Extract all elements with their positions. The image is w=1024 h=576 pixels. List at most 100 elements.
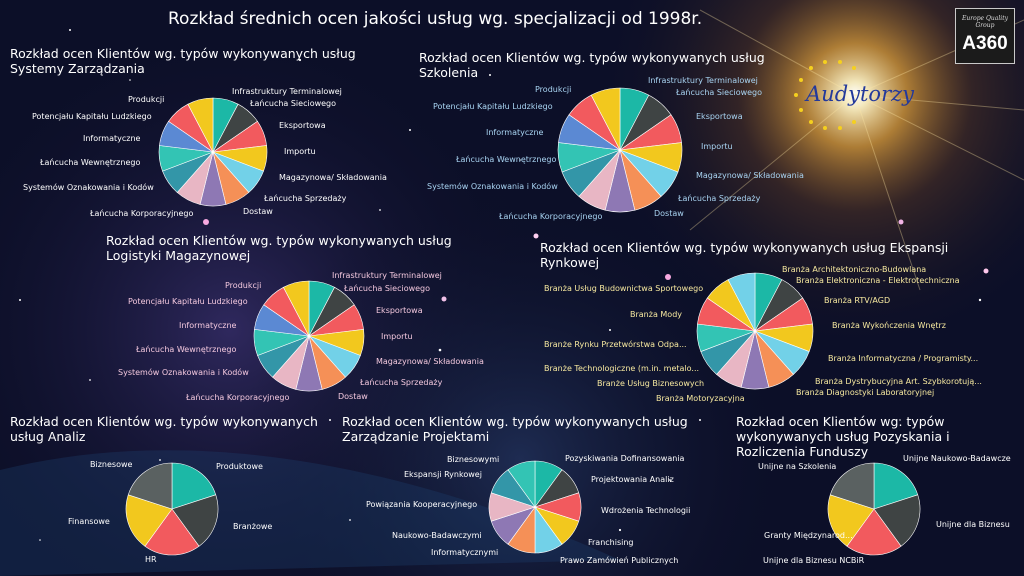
pie-slice bbox=[171, 494, 219, 547]
slice-label: Branża Informatyczna / Programisty... bbox=[828, 354, 979, 363]
slice-label: Importu bbox=[284, 147, 316, 156]
slice-label: Łańcucha Sieciowego bbox=[676, 88, 763, 97]
pie-slice bbox=[829, 462, 875, 510]
slice-label: Branża Dystrybucyjna Art. Szybkorotują..… bbox=[815, 377, 982, 386]
slice-label: Łańcucha Wewnętrznego bbox=[136, 345, 237, 354]
slice-label: Łańcucha Sprzedaży bbox=[264, 194, 347, 203]
slice-label: Informatycznymi bbox=[431, 548, 499, 557]
logo-small-text: Europe Quality Group bbox=[961, 15, 1009, 29]
pie-slice bbox=[873, 494, 921, 547]
slice-label: Potencjału Kapitału Ludzkiego bbox=[433, 102, 553, 111]
slice-label: Dostaw bbox=[654, 209, 684, 218]
slice-label: Produktowe bbox=[216, 462, 263, 471]
slice-label: Branża RTV/AGD bbox=[824, 296, 891, 305]
slice-label: Ekspansji Rynkowej bbox=[404, 470, 482, 479]
slice-label: Eksportowa bbox=[696, 112, 743, 121]
chart-title-fundusze: Rozkład ocen Klientów wg. typów wykonywa… bbox=[736, 414, 950, 459]
audytorzy-brand: Audytorzy bbox=[806, 82, 915, 106]
slice-label: Magazynowa/ Składowania bbox=[376, 357, 484, 366]
slice-label: Łańcucha Wewnętrznego bbox=[40, 158, 141, 167]
slice-label: Potencjału Kapitału Ludzkiego bbox=[128, 297, 248, 306]
logo-text: A360 bbox=[962, 33, 1008, 54]
pie-analiz bbox=[125, 462, 219, 556]
slice-label: Branża Usług Budownictwa Sportowego bbox=[544, 284, 704, 293]
chart-title-analiz: Rozkład ocen Klientów wg. typów wykonywa… bbox=[10, 414, 318, 444]
slice-label: Naukowo-Badawczymi bbox=[392, 531, 482, 540]
slice-label: Systemów Oznakowania i Kodów bbox=[118, 368, 249, 377]
slice-label: Dostaw bbox=[338, 392, 368, 401]
slice-label: Łańcucha Korporacyjnego bbox=[90, 209, 194, 218]
slice-label: Infrastruktury Terminalowej bbox=[332, 271, 442, 280]
slice-label: Eksportowa bbox=[376, 306, 423, 315]
slice-label: Biznesowe bbox=[90, 460, 133, 469]
slice-label: Branża Diagnostyki Laboratoryjnej bbox=[796, 388, 935, 397]
slice-label: Prawo Zamówień Publicznych bbox=[560, 556, 679, 565]
slice-label: Biznesowymi bbox=[447, 455, 500, 464]
slice-label: HR bbox=[145, 555, 157, 564]
slice-label: Importu bbox=[381, 332, 413, 341]
slice-label: Systemów Oznakowania i Kodów bbox=[427, 182, 558, 191]
pie-slice bbox=[187, 97, 214, 153]
pie-slice bbox=[144, 508, 200, 556]
pie-slice bbox=[846, 508, 902, 556]
slice-label: Łańcucha Wewnętrznego bbox=[456, 155, 557, 164]
slice-label: Produkcji bbox=[128, 95, 165, 104]
slice-label: Magazynowa/ Składowania bbox=[279, 173, 387, 182]
slice-label: Łańcucha Korporacyjnego bbox=[499, 212, 603, 221]
slice-label: Wdrożenia Technologii bbox=[601, 506, 691, 515]
slice-label: Eksportowa bbox=[279, 121, 326, 130]
slice-label: Branża Motoryzacyjna bbox=[656, 394, 745, 403]
slice-label: Potencjału Kapitału Ludzkiego bbox=[32, 112, 152, 121]
slice-label: Łańcucha Sprzedaży bbox=[678, 194, 761, 203]
slice-label: Informatyczne bbox=[179, 321, 237, 330]
pie-slice bbox=[827, 494, 875, 547]
pie-logistyka-magazynowa bbox=[253, 280, 365, 392]
slice-label: Łańcucha Sieciowego bbox=[250, 99, 337, 108]
pie-slice bbox=[727, 272, 756, 332]
slice-label: Produkcji bbox=[225, 281, 262, 290]
pie-szkolenia bbox=[557, 87, 683, 213]
slice-label: Unijne Naukowo-Badawcze bbox=[903, 454, 1011, 463]
pie-zarzadzanie-projektami bbox=[488, 460, 582, 554]
chart-title-szkolenia: Rozkład ocen Klientów wg. typów wykonywa… bbox=[419, 50, 765, 80]
pie-slice bbox=[507, 460, 536, 508]
slice-label: Łańcucha Korporacyjnego bbox=[186, 393, 290, 402]
pie-slice bbox=[590, 87, 621, 151]
slice-label: Branże Rynku Przetwórstwa Odpa... bbox=[544, 340, 687, 349]
pie-pozyskania-funduszy bbox=[827, 462, 921, 556]
pie-ekspansja-rynkowa bbox=[696, 272, 814, 390]
slice-label: Łańcucha Sprzedaży bbox=[360, 378, 443, 387]
slice-label: Łańcucha Sieciowego bbox=[344, 284, 431, 293]
slice-label: Dostaw bbox=[243, 207, 273, 216]
pie-slice bbox=[125, 494, 173, 547]
pie-slice bbox=[127, 462, 173, 510]
pie-slice bbox=[283, 280, 310, 337]
chart-title-projekty: Rozkład ocen Klientów wg. typów wykonywa… bbox=[342, 414, 688, 444]
slice-label: Informatyczne bbox=[83, 134, 141, 143]
slice-label: Branże Technologiczne (m.in. metalo... bbox=[544, 364, 700, 373]
slice-label: Branża Architektoniczno-Budowlana bbox=[782, 265, 927, 274]
slice-label: Branżowe bbox=[233, 522, 273, 531]
slice-label: Franchising bbox=[588, 538, 634, 547]
slice-label: Branża Elektroniczna - Elektrotechniczna bbox=[796, 276, 960, 285]
pie-slice bbox=[171, 462, 217, 510]
a360-logo: Europe Quality Group A360 bbox=[955, 8, 1015, 64]
slice-label: Magazynowa/ Składowania bbox=[696, 171, 804, 180]
slice-label: Systemów Oznakowania i Kodów bbox=[23, 183, 154, 192]
slice-label: Powiązania Kooperacyjnego bbox=[366, 500, 478, 509]
page-title: Rozkład średnich ocen jakości usług wg. … bbox=[168, 9, 703, 29]
slice-label: Branża Mody bbox=[630, 310, 683, 319]
slice-label: Unijne dla Biznesu NCBiR bbox=[763, 556, 865, 565]
slice-label: Pozyskiwania Dofinansowania bbox=[565, 454, 685, 463]
slice-label: Finansowe bbox=[68, 517, 110, 526]
slice-label: Unijne dla Biznesu bbox=[936, 520, 1010, 529]
slice-label: Importu bbox=[701, 142, 733, 151]
slice-label: Informatyczne bbox=[486, 128, 544, 137]
chart-title-ekspansja: Rozkład ocen Klientów wg. typów wykonywa… bbox=[540, 240, 949, 270]
slice-label: Unijne na Szkolenia bbox=[758, 462, 837, 471]
pie-slice bbox=[873, 462, 919, 510]
slice-label: Projektowania Analiz bbox=[591, 475, 674, 484]
slice-label: Granty Międzynarod... bbox=[764, 531, 853, 540]
slice-label: Branże Usług Biznesowych bbox=[597, 379, 705, 388]
chart-title-systemy: Rozkład ocen Klientów wg. typów wykonywa… bbox=[10, 46, 356, 76]
